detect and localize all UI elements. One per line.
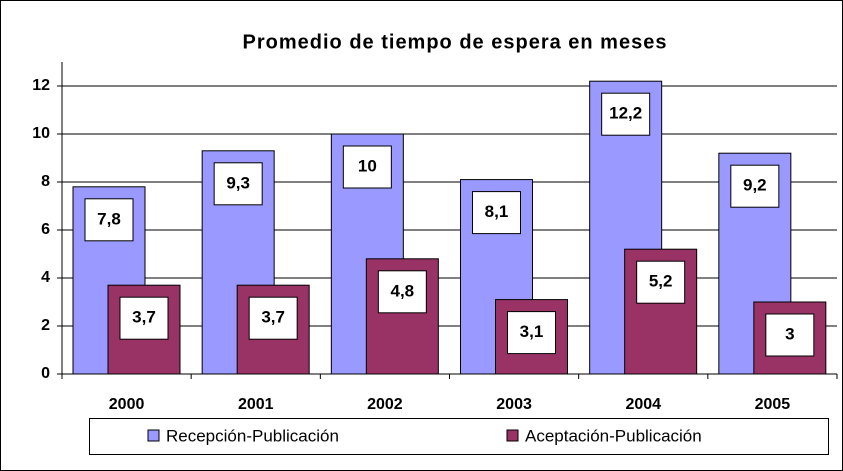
y-tick-label: 6 xyxy=(41,221,50,238)
value-label: 3,7 xyxy=(261,308,285,327)
x-tick-label: 2001 xyxy=(238,396,274,413)
value-label: 12,2 xyxy=(609,104,642,123)
y-tick-label: 0 xyxy=(41,365,50,382)
value-label: 3,7 xyxy=(132,308,156,327)
value-label-box xyxy=(119,296,169,340)
y-tick-label: 8 xyxy=(41,173,50,190)
y-tick-label: 12 xyxy=(32,77,50,94)
chart-title: Promedio de tiempo de espera en meses xyxy=(243,31,668,53)
value-label: 5,2 xyxy=(649,272,673,291)
legend-box xyxy=(89,418,829,455)
value-label-box xyxy=(507,311,556,355)
value-label-box xyxy=(472,191,521,235)
value-label-box xyxy=(601,92,651,136)
y-tick-label: 2 xyxy=(41,317,50,334)
legend-swatch xyxy=(506,429,519,442)
value-label-box xyxy=(213,162,263,206)
x-tick-label: 2000 xyxy=(109,396,145,413)
x-tick-label: 2003 xyxy=(496,396,532,413)
x-tick-label: 2005 xyxy=(755,396,791,413)
value-label-box xyxy=(765,313,815,357)
value-label-box xyxy=(248,296,298,340)
y-tick-label: 10 xyxy=(32,125,50,142)
value-label-box xyxy=(84,198,134,242)
value-label: 9,2 xyxy=(743,176,767,195)
value-label: 4,8 xyxy=(391,281,415,300)
value-label: 8,1 xyxy=(485,202,509,221)
legend-label: Aceptación-Publicación xyxy=(525,426,702,445)
value-label: 3 xyxy=(785,324,794,343)
value-label: 10 xyxy=(358,156,377,175)
legend-swatch xyxy=(147,429,160,442)
x-tick-label: 2002 xyxy=(367,396,403,413)
x-tick-label: 2004 xyxy=(625,396,661,413)
value-label-box xyxy=(636,260,686,304)
value-label-box xyxy=(730,164,780,208)
value-label: 3,1 xyxy=(520,322,544,341)
y-tick-label: 4 xyxy=(41,269,50,286)
value-label-box xyxy=(342,145,392,189)
value-label: 7,8 xyxy=(97,209,121,228)
value-label-box xyxy=(377,270,427,314)
value-label: 9,3 xyxy=(226,173,250,192)
legend-label: Recepción-Publicación xyxy=(166,426,339,445)
